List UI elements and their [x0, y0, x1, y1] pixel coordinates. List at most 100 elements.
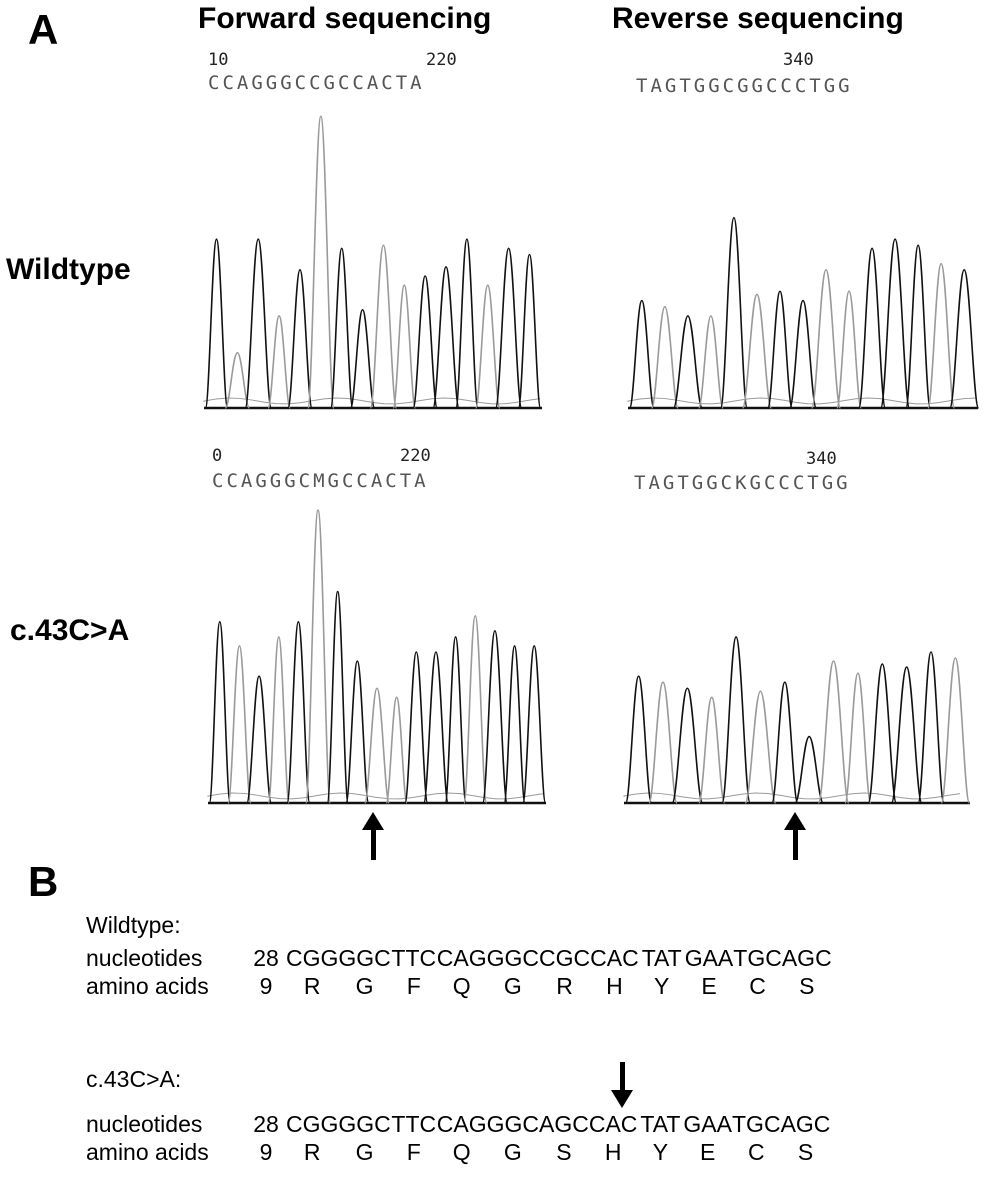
amino-acid-start: 9 — [259, 972, 273, 999]
chromatogram-peak — [672, 315, 704, 409]
chromatogram-peak — [624, 675, 653, 804]
mutant-sequence-table: nucleotides 28 CGG GGC TTC CAG GGC AGC C… — [86, 1110, 830, 1166]
codon: TTC — [391, 1110, 437, 1137]
nucleotides-label: nucleotides — [86, 944, 203, 971]
codon: CGG — [286, 1110, 339, 1137]
mutant-heading: c.43C>A: — [86, 1066, 182, 1092]
chromatogram-peak — [817, 660, 850, 804]
nucleotide-start: 28 — [253, 944, 279, 971]
forward-sequencing-heading: Forward sequencing — [198, 2, 492, 35]
chromatogram-peak — [392, 284, 417, 409]
amino-acid: E — [700, 1138, 716, 1165]
mut-forward-sequence: CCAGGGCMGCCACTA — [212, 470, 429, 492]
chromatogram-peak — [412, 275, 438, 409]
chromatogram-peak — [719, 216, 748, 409]
chromatogram-peak — [227, 645, 252, 804]
chromatogram-peak — [771, 681, 799, 804]
amino-acid: Y — [652, 1138, 669, 1165]
mut-reverse-sequence: TAGTGGCKGCCCTGG — [634, 472, 851, 494]
mut-forward-chromatogram — [207, 509, 547, 805]
chromatogram-peak — [494, 247, 523, 409]
chromatogram-peak — [204, 238, 229, 409]
chromatogram-peak — [432, 265, 460, 409]
amino-acid: F — [406, 1138, 421, 1165]
chromatogram-peak — [503, 645, 526, 804]
amino-acids-label: amino acids — [86, 972, 209, 999]
nucleotides-label: nucleotides — [86, 1110, 203, 1137]
codon: TAT — [640, 1110, 681, 1137]
amino-acid-start: 9 — [259, 1138, 273, 1165]
amino-acid: Y — [654, 972, 670, 999]
codon: GGC — [486, 1110, 540, 1137]
chromatogram-peak — [671, 687, 704, 804]
amino-acid: H — [604, 1138, 622, 1165]
reverse-mutation-arrow-icon — [784, 812, 806, 860]
panel-b-label: B — [28, 858, 59, 905]
chromatogram-peak — [224, 351, 251, 409]
amino-acid: R — [303, 972, 321, 999]
chromatogram-peak — [363, 687, 391, 804]
reverse-sequencing-heading: Reverse sequencing — [612, 2, 904, 35]
chromatogram-peak — [463, 614, 488, 804]
chromatogram-peak — [246, 675, 273, 804]
amino-acid: F — [406, 972, 421, 999]
mut-forward-position-start: 0 — [212, 446, 223, 466]
amino-acid: C — [749, 972, 766, 999]
trace-noise — [623, 792, 961, 800]
chromatogram-peak — [345, 660, 370, 804]
chromatogram-peak — [287, 269, 313, 409]
amino-acid: S — [799, 972, 815, 999]
mutated-amino-acid: S — [556, 1138, 572, 1165]
chromatogram-peak — [890, 666, 923, 804]
chromatogram-peak — [836, 290, 863, 409]
chromatogram-peak — [721, 636, 751, 804]
chromatogram-peak — [810, 269, 842, 409]
chromatogram-peak — [940, 657, 971, 804]
chromatogram-peak — [481, 630, 508, 804]
amino-acid: G — [355, 972, 374, 999]
chromatogram-peak — [474, 284, 501, 409]
amino-acid: G — [355, 1138, 374, 1165]
codon: TAT — [641, 944, 682, 971]
codon: GGC — [338, 1110, 391, 1137]
chromatogram-peak — [858, 247, 887, 409]
amino-acid: R — [303, 1138, 321, 1165]
wt-forward-position-start: 10 — [208, 50, 229, 70]
chromatogram-peak — [385, 696, 408, 804]
wt-forward-chromatogram — [203, 115, 542, 410]
codon: TTC — [391, 944, 437, 971]
chromatogram-peak — [522, 645, 547, 804]
wildtype-heading: Wildtype: — [86, 912, 181, 938]
chromatogram-peak — [329, 247, 354, 409]
amino-acid: R — [556, 972, 573, 999]
chromatogram-peak — [208, 620, 231, 804]
codon: GGC — [338, 944, 391, 971]
chromatogram-peak — [788, 299, 818, 409]
wt-forward-sequence: CCAGGGCCGCCACTA — [208, 72, 425, 94]
wildtype-amino-acid-row: amino acids 9 R G F Q G R H Y E C S — [86, 972, 832, 1000]
mutant-amino-acid-row: amino acids 9 R G F Q G S H Y E C S — [86, 1138, 830, 1166]
chromatogram-peak — [286, 620, 311, 804]
amino-acid: Q — [452, 1138, 471, 1165]
forward-mutation-arrow-icon — [362, 812, 384, 860]
wt-forward-position-mid: 220 — [426, 50, 457, 70]
codon: TGC — [732, 1110, 781, 1137]
chromatogram-peak — [867, 663, 898, 804]
codon: GAA — [684, 944, 734, 971]
codon-change-arrow-icon — [611, 1062, 633, 1108]
chromatogram-peak — [949, 269, 980, 409]
amino-acid: E — [701, 972, 717, 999]
chromatogram-peak — [927, 262, 956, 409]
nucleotide-start: 28 — [253, 1110, 279, 1137]
chromatogram-peak — [404, 651, 429, 804]
chromatogram-peak — [741, 293, 773, 409]
chromatogram-peak — [369, 244, 398, 409]
amino-acid: C — [747, 1138, 765, 1165]
mut-forward-position-mid: 220 — [400, 446, 431, 466]
chromatogram-peak — [267, 315, 291, 409]
chromatogram-peak — [307, 115, 335, 409]
wt-reverse-position-mid: 340 — [783, 50, 814, 70]
codon: GAA — [683, 1110, 732, 1137]
wildtype-row-label: Wildtype — [6, 253, 131, 286]
amino-acids-label: amino acids — [86, 1138, 209, 1165]
